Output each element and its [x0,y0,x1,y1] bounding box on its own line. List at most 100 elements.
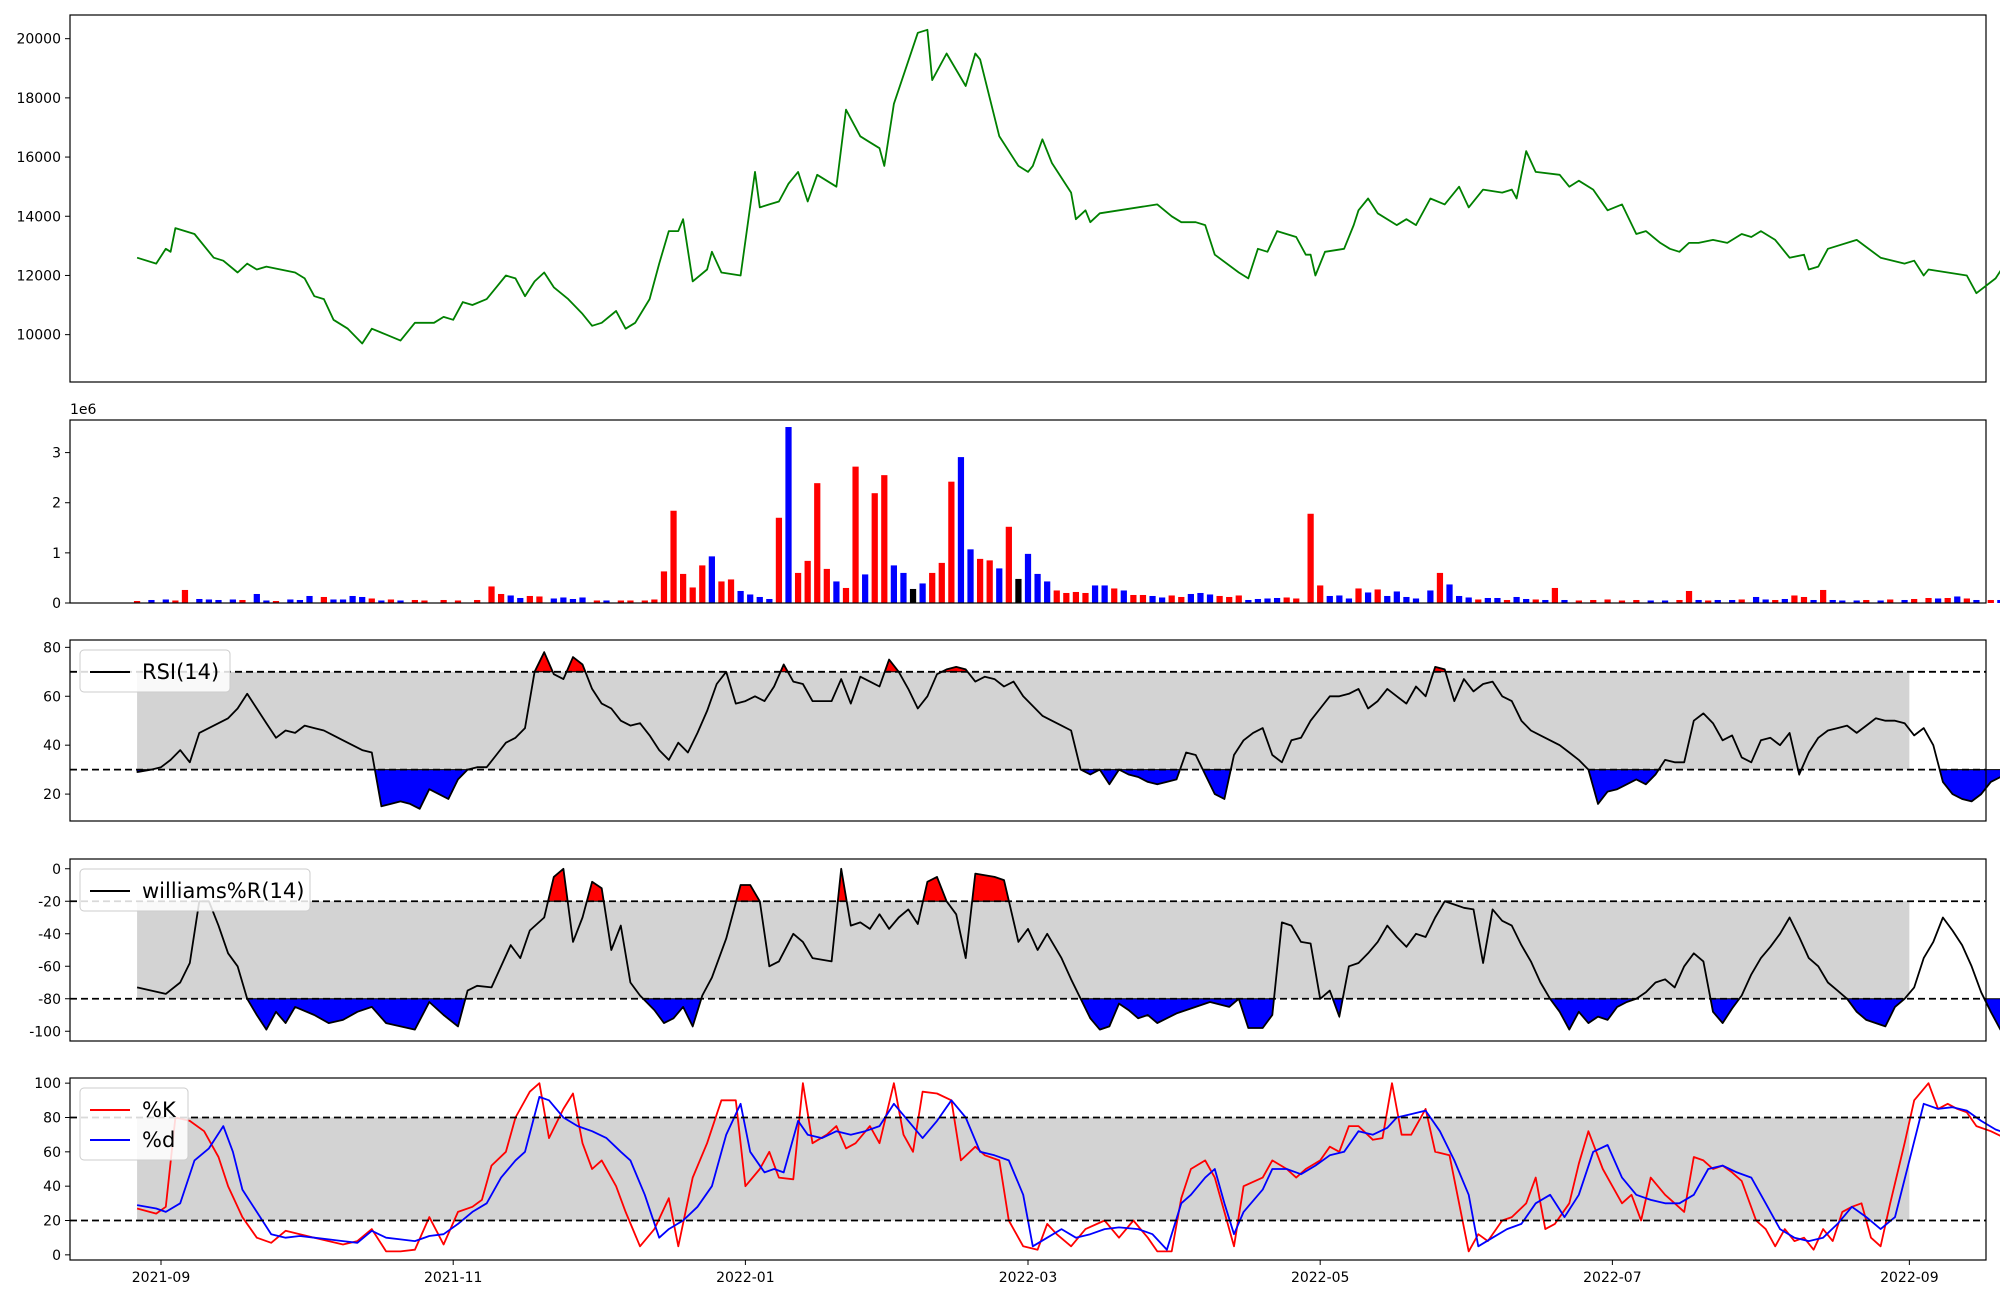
volume-bar [862,574,869,603]
volume-bar [1781,598,1788,603]
volume-bar [133,600,141,603]
volume-bar [1178,596,1185,603]
volume-bar [1633,599,1640,603]
y-tick-label: 100 [34,1076,61,1092]
stoch-d-line [136,1096,2000,1251]
volume-bar [1820,589,1827,603]
volume-bar [1676,599,1683,603]
volume-bar [641,600,648,603]
volume-bar [349,595,356,603]
volume-bar [1561,599,1568,603]
volume-bar [411,599,418,603]
x-tick-label: 2022-05 [1291,1270,1350,1286]
volume-bar [215,599,222,603]
x-tick-label: 2021-11 [424,1270,483,1286]
y-tick-label: 20 [43,1214,61,1230]
x-tick-label: 2021-09 [132,1270,191,1286]
volume-bar [454,600,462,603]
y-tick-label: 0 [52,1248,61,1264]
legend-label: RSI(14) [142,660,219,684]
volume-bar [1901,599,1908,603]
volume-bar [368,598,375,603]
volume-bar [699,565,706,603]
volume-bar [569,598,577,603]
volume-bar [1829,599,1836,603]
volume-bar [1436,572,1444,603]
volume-bar [603,600,610,603]
volume-bar [1523,598,1530,603]
y-tick-label: 0 [52,596,61,612]
volume-bar [727,579,735,603]
volume-bar [397,600,404,603]
volume-bar [718,581,725,603]
volume-bar [387,599,395,603]
volume-bar [1273,597,1281,603]
volume-bar [1120,590,1127,603]
volume-bar [929,572,936,603]
stochastic-panel: 0 20 40 60 80 100 %K %d 2021-09 2021-11 2022-01 202… [34,1076,2000,1286]
volume-bar [1513,596,1520,603]
volume-bar [1015,578,1022,603]
y-tick-label: 60 [43,689,61,705]
volume-bar [890,565,897,603]
volume-bar [1887,599,1894,603]
volume-bar [1063,592,1070,603]
y-tick-label: 0 [52,862,61,878]
volume-bar [766,598,773,603]
legend-label: williams%R(14) [142,879,304,903]
volume-bar [296,599,304,603]
volume-bar [1283,597,1290,603]
y-tick-label: 10000 [16,328,61,344]
volume-bar [881,475,888,603]
y-tick-label: 1 [52,546,61,562]
volume-bar [1374,589,1381,603]
volume-bar [1729,599,1736,603]
volume-bar [1403,596,1410,603]
volume-bar [627,600,634,603]
volume-bar [1465,597,1472,603]
volume-bar [1590,599,1597,603]
axes-frame [69,14,1987,383]
volume-bar [1264,598,1271,603]
y-tick-label: 14000 [16,209,61,225]
y-tick-label: 2 [52,496,61,512]
overbought-fill [971,873,1010,902]
volume-bar [526,595,533,603]
volume-bar [1168,595,1175,603]
volume-bar [747,594,754,603]
volume-bar [1226,596,1233,603]
volume-bar [996,568,1003,603]
volume-bar [1044,581,1051,603]
volume-bar [306,595,313,603]
volume-bar [957,457,965,603]
y-tick-label: 80 [43,1110,61,1126]
volume-bar [1863,599,1870,603]
volume-bar [1925,597,1932,603]
volume-bar [842,587,850,603]
volume-bar [804,560,811,603]
y-tick-label: 40 [43,1179,61,1195]
volume-bar [1944,597,1951,603]
price-line [136,28,2000,345]
volume-bar [1355,588,1362,603]
volume-bar [919,583,926,603]
volume-bar [1839,600,1846,603]
volume-bar [359,596,366,603]
volume-bar [1714,599,1721,603]
y-tick-label: -40 [38,927,61,943]
volume-bar [1542,599,1549,603]
volume-bar [1197,592,1204,603]
volume-bar [1005,526,1012,603]
volume-bar [1494,597,1501,603]
volume-bar [871,493,878,603]
volume-bar [1997,599,2000,603]
volume-bar [794,572,802,603]
axes-frame [69,639,1987,822]
volume-bar [330,599,337,603]
volume-bar [239,599,246,603]
volume-bar [1503,599,1511,603]
volume-bar [617,600,624,603]
volume-bar [651,599,658,603]
indicator-band [137,1117,1910,1221]
volume-bar [1427,590,1434,603]
